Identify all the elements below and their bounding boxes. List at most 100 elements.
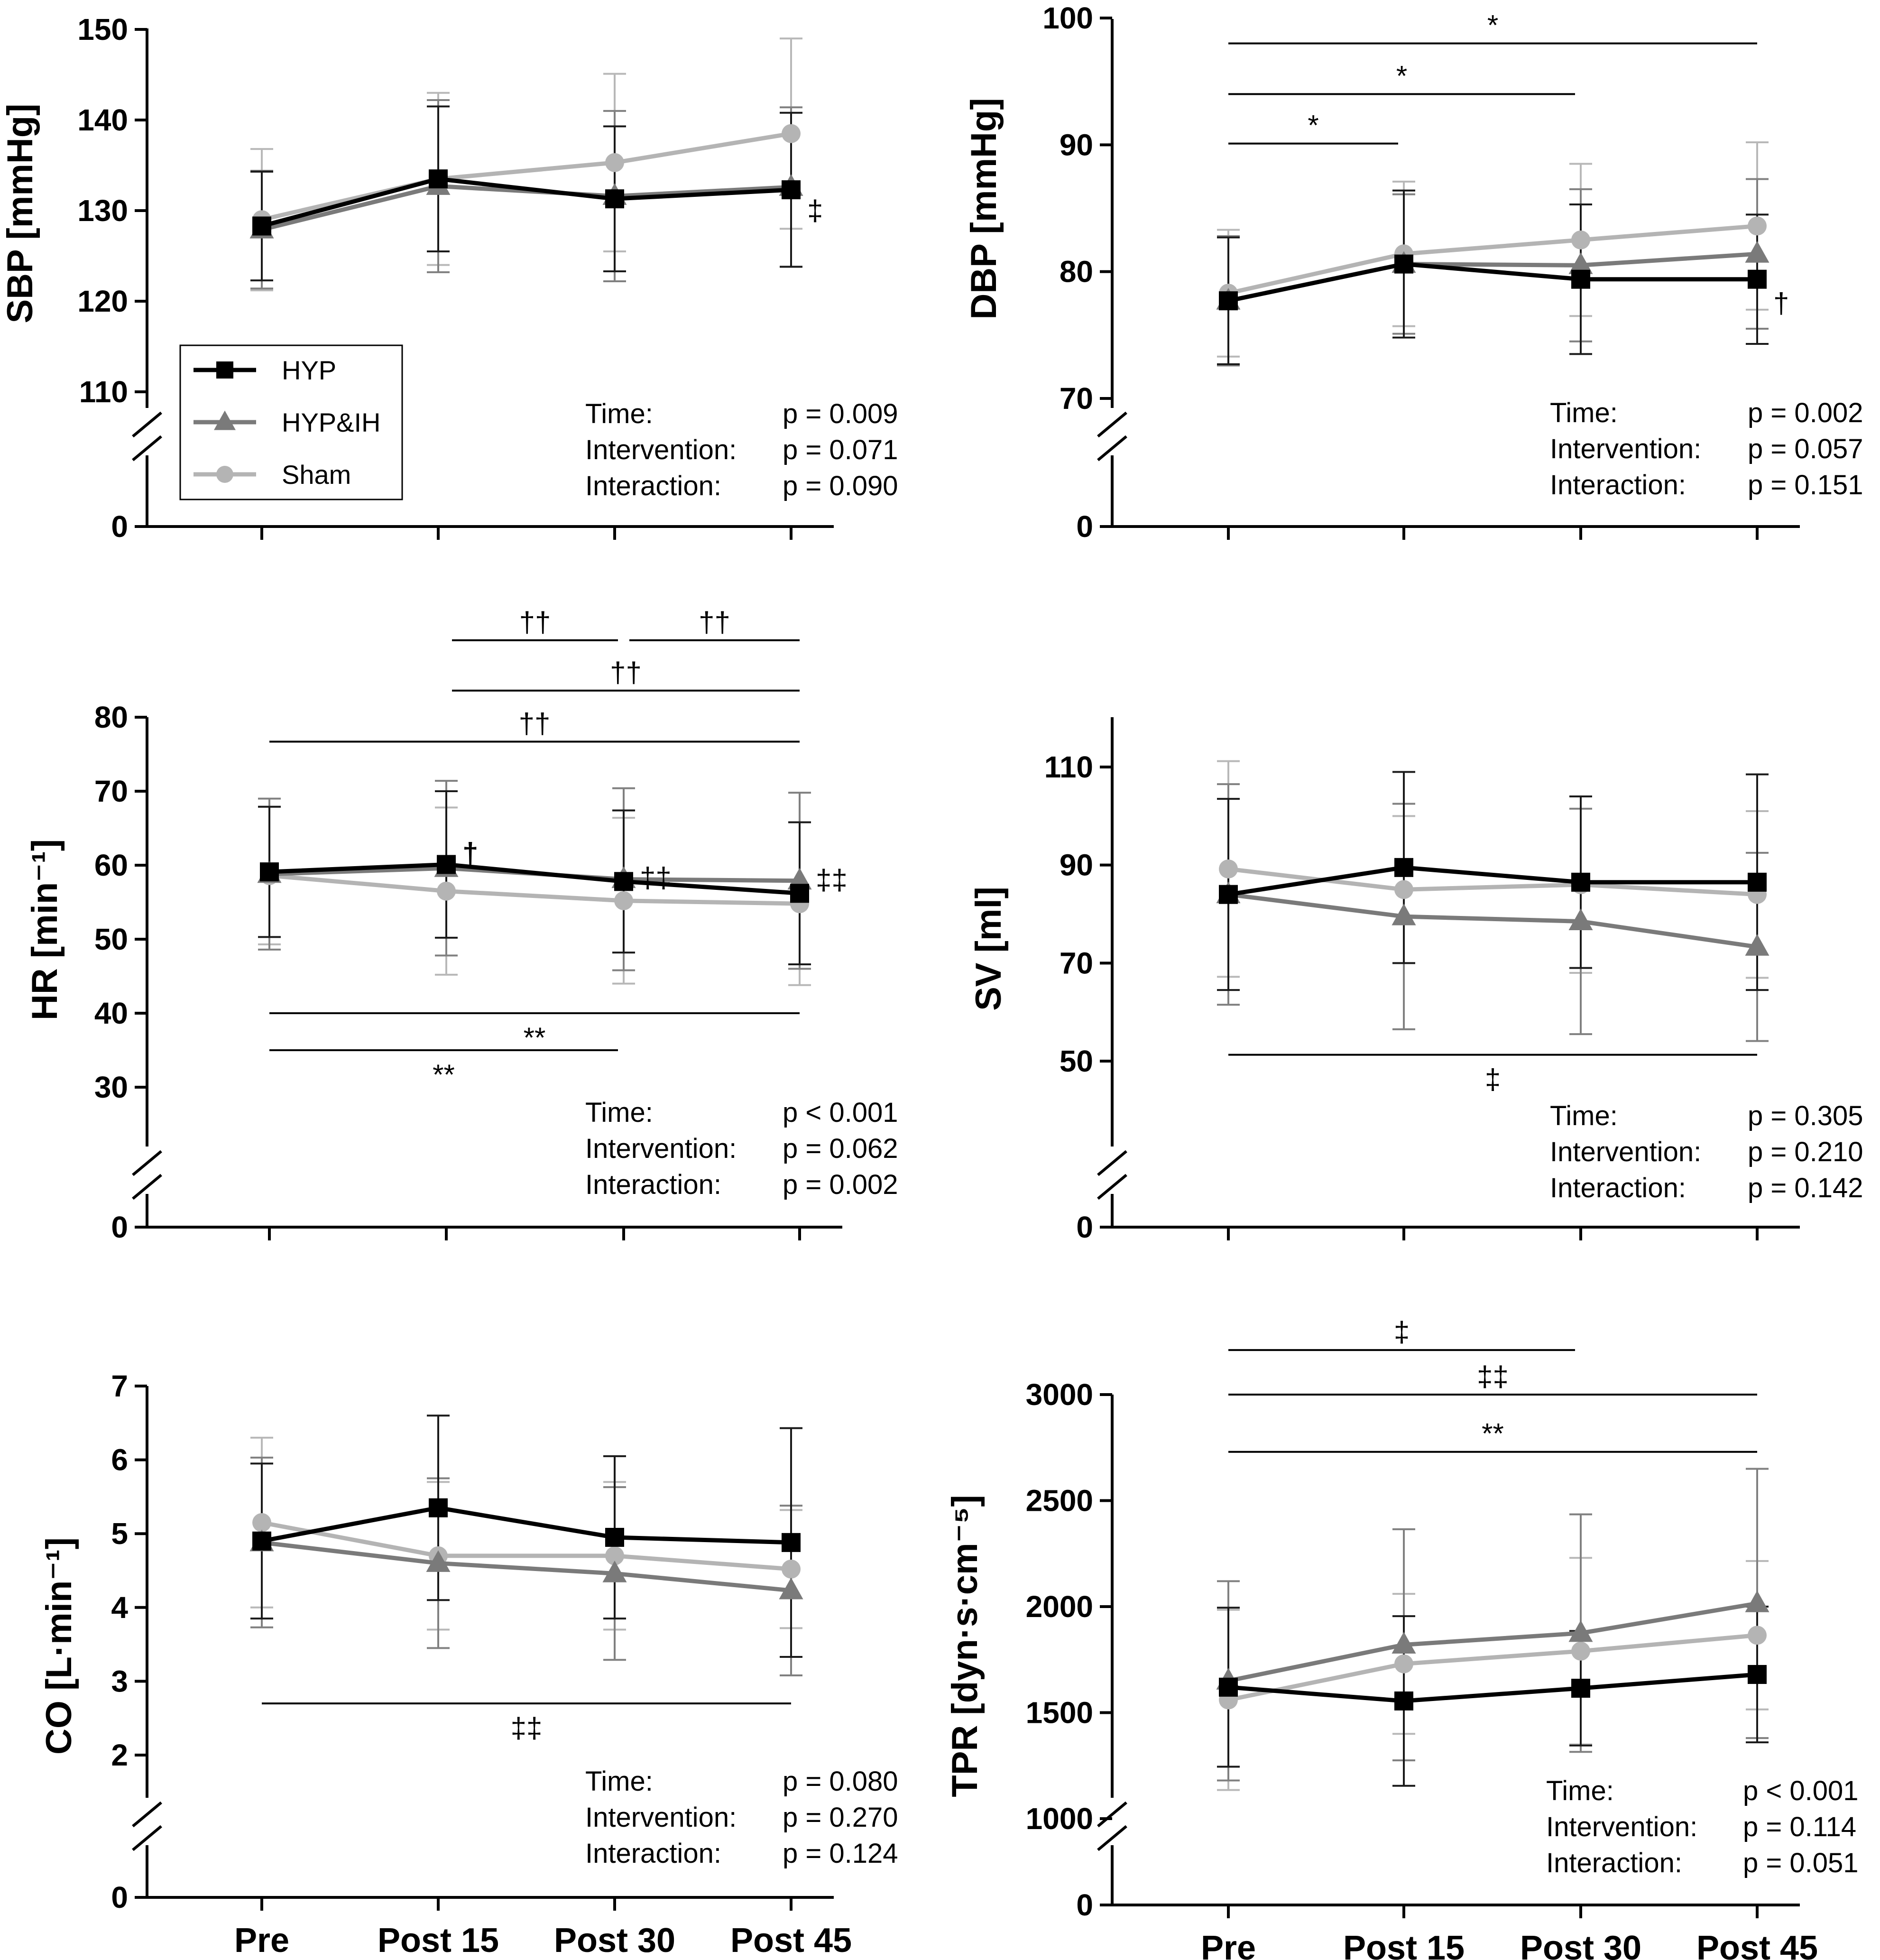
data-point-sham xyxy=(437,881,456,901)
stat-label: Time: xyxy=(585,1097,653,1128)
axis-break-mark xyxy=(132,1174,162,1200)
significance-marker: ‡‡ xyxy=(640,862,672,894)
x-tick-label: Post 45 xyxy=(730,1922,852,1960)
x-tick-label: Pre xyxy=(234,1922,289,1960)
y-tick-label: 70 xyxy=(94,774,128,808)
stat-label: Time: xyxy=(1550,1100,1618,1131)
stat-label: Time: xyxy=(1546,1775,1614,1806)
y-tick-label: 2000 xyxy=(1026,1590,1093,1624)
data-point-sham xyxy=(1219,859,1238,878)
y-tick-label: 60 xyxy=(94,848,128,882)
significance-label: ‡‡ xyxy=(1477,1360,1509,1392)
series-line-sham xyxy=(261,131,792,222)
significance-label: ‡‡ xyxy=(511,1712,543,1744)
stat-label: Interaction: xyxy=(1546,1848,1682,1878)
data-point-hyp xyxy=(260,862,279,882)
data-point-hyp xyxy=(605,1527,624,1547)
series-line-hyp xyxy=(1228,865,1757,897)
stat-value: p = 0.062 xyxy=(783,1133,898,1164)
series-line-sham xyxy=(261,1520,792,1572)
legend-label: Sham xyxy=(282,460,351,490)
data-point-hyp-ih xyxy=(1392,1632,1416,1654)
series-line-sham xyxy=(1228,223,1758,296)
y-tick-label: 110 xyxy=(1044,750,1093,784)
data-point-hyp xyxy=(429,169,448,189)
axis-break-mark xyxy=(132,411,162,438)
data-point-hyp xyxy=(782,180,801,200)
y-tick-label: 2500 xyxy=(1026,1484,1093,1518)
y-tick-label: 0 xyxy=(1076,1888,1093,1922)
stat-value: p = 0.080 xyxy=(783,1766,898,1797)
stat-label: Intervention: xyxy=(1550,434,1701,464)
data-point-hyp-ih xyxy=(1568,1620,1593,1642)
stat-value: p = 0.114 xyxy=(1743,1812,1856,1842)
legend-label: HYP xyxy=(282,355,336,385)
stat-label: Time: xyxy=(585,398,653,429)
stat-value: p < 0.001 xyxy=(783,1097,898,1128)
data-point-hyp-ih xyxy=(426,1550,451,1572)
legend-label: HYP&IH xyxy=(282,407,381,437)
axis-break-mark xyxy=(1097,411,1127,438)
axis-break-mark xyxy=(132,1801,162,1828)
axis-break-mark xyxy=(132,1150,162,1176)
legend-circle-icon xyxy=(216,466,233,483)
y-tick-label: 90 xyxy=(1060,128,1093,162)
significance-label: †† xyxy=(519,606,551,638)
y-tick-label: 140 xyxy=(77,103,128,137)
data-point-hyp xyxy=(252,1531,271,1551)
data-point-hyp xyxy=(1748,872,1767,892)
stat-value: p = 0.057 xyxy=(1748,434,1863,464)
chart-hr: 0 30 40 50 60 70 80 HR [min⁻¹] †† †† †† †† ** ** † ‡‡ ‡‡… xyxy=(25,606,898,1244)
chart-tpr: 0 1000 1500 2000 2500 3000 Pre Post 15 Post 30 Po… xyxy=(945,1316,1859,1960)
stat-label: Interaction: xyxy=(585,1838,721,1869)
data-point-hyp xyxy=(1219,1677,1238,1697)
stat-value: p = 0.305 xyxy=(1748,1100,1863,1131)
y-tick-label: 110 xyxy=(79,375,128,409)
stat-label: Interaction: xyxy=(585,471,721,501)
stat-value: p = 0.009 xyxy=(783,398,898,429)
y-tick-label: 2 xyxy=(111,1738,128,1772)
data-point-sham xyxy=(605,1546,624,1565)
stat-value: p = 0.151 xyxy=(1748,470,1863,500)
y-tick-label: 0 xyxy=(111,1880,128,1914)
data-point-hyp-ih xyxy=(1568,908,1593,930)
legend-square-icon xyxy=(216,361,233,379)
x-tick-label: Post 15 xyxy=(1343,1929,1465,1960)
y-axis-label: SBP [mmHg] xyxy=(0,103,40,323)
data-point-hyp xyxy=(1394,254,1413,274)
y-axis-label: DBP [mmHg] xyxy=(964,98,1004,319)
y-tick-label: 3000 xyxy=(1026,1378,1093,1412)
significance-label: ‡ xyxy=(1394,1316,1410,1348)
stat-value: p = 0.270 xyxy=(783,1802,898,1833)
axis-break-mark xyxy=(132,435,162,462)
axis-break-mark xyxy=(132,1825,162,1851)
data-point-hyp xyxy=(782,1533,801,1552)
series-line-hyp xyxy=(261,1506,792,1545)
y-axis-label: CO [L·min⁻¹] xyxy=(39,1537,79,1755)
data-point-hyp xyxy=(1219,885,1238,904)
y-tick-label: 6 xyxy=(111,1443,128,1477)
data-point-hyp-ih xyxy=(1568,252,1593,274)
significance-marker: ‡ xyxy=(807,194,823,226)
y-axis-label: HR [min⁻¹] xyxy=(25,839,65,1020)
y-tick-label: 40 xyxy=(94,996,128,1030)
y-tick-label: 3 xyxy=(111,1664,128,1698)
data-point-hyp xyxy=(1748,269,1767,289)
data-point-hyp-ih xyxy=(1392,903,1416,925)
stat-label: Interaction: xyxy=(585,1169,721,1200)
significance-label: ** xyxy=(433,1059,455,1091)
data-point-hyp xyxy=(437,855,456,874)
significance-marker: † xyxy=(462,837,478,869)
significance-marker: † xyxy=(1773,287,1789,319)
data-point-hyp-ih xyxy=(1745,240,1769,263)
y-tick-label: 1000 xyxy=(1026,1802,1093,1836)
series-line-hyp xyxy=(261,176,792,228)
stat-value: p = 0.210 xyxy=(1748,1137,1863,1167)
series-line-hyp-ih xyxy=(1228,1601,1758,1683)
x-tick-label: Pre xyxy=(1201,1929,1256,1960)
y-tick-label: 0 xyxy=(1076,1210,1093,1244)
data-point-hyp-ih xyxy=(779,1577,803,1599)
data-point-sham xyxy=(1748,1626,1767,1645)
y-tick-label: 7 xyxy=(111,1369,128,1403)
stat-value: p = 0.071 xyxy=(783,435,898,465)
